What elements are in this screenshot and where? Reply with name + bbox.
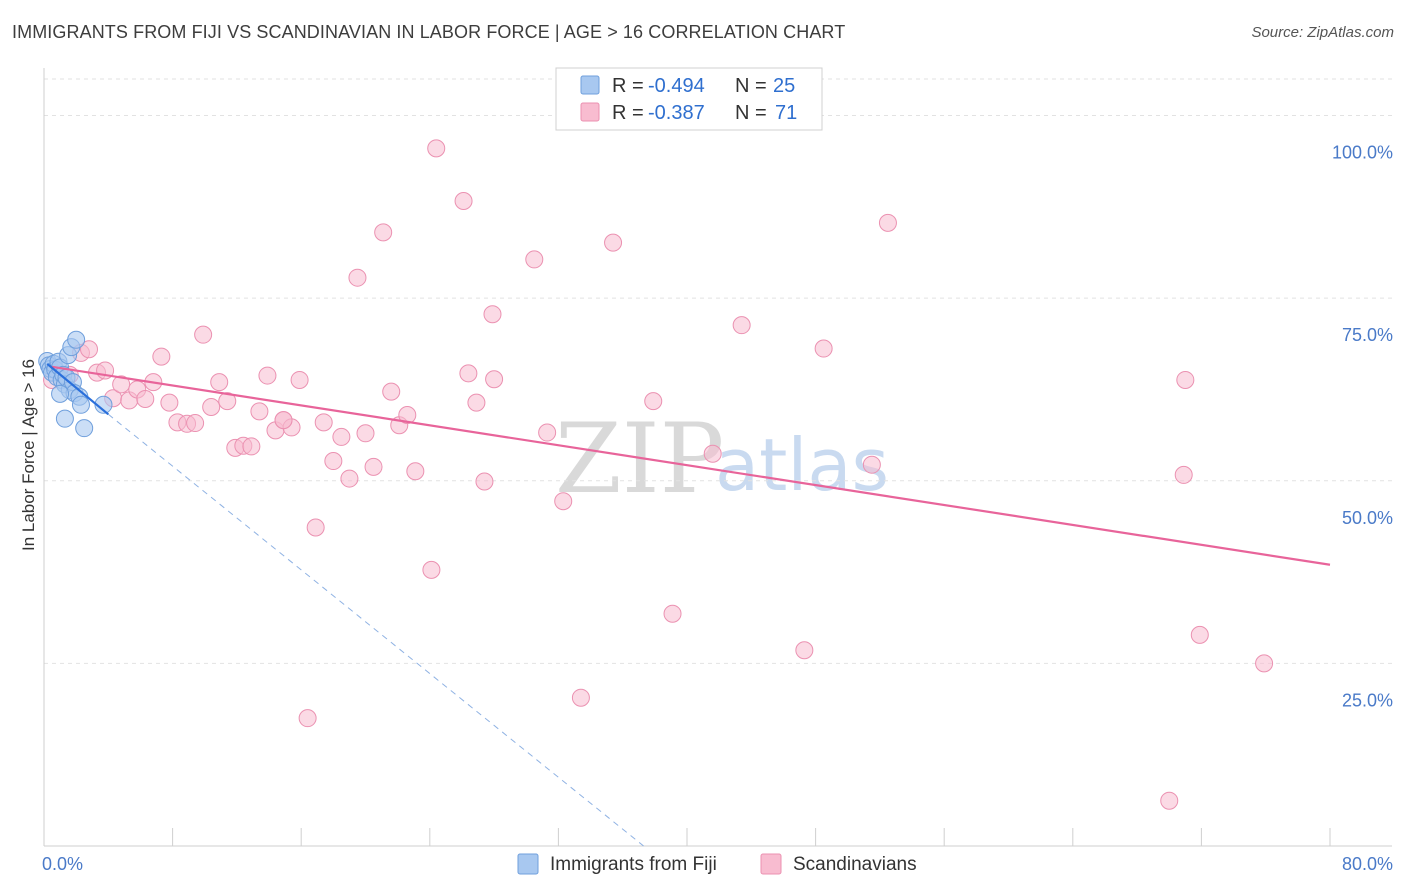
fiji-point-24 [94, 395, 113, 414]
bottom-legend-label-scandinavians: Scandinavians [793, 854, 917, 875]
scandinavian-point-25 [258, 366, 277, 385]
stats-legend-box [555, 67, 823, 131]
legend-n-value-scandinavians: 71 [775, 102, 797, 124]
scandinavian-point-3 [80, 340, 99, 359]
scandinavian-point-30 [298, 709, 317, 728]
legend-swatch-scandinavians [580, 102, 600, 122]
scandinavian-point-34 [332, 427, 351, 446]
scandinavian-point-63 [862, 455, 881, 474]
fiji-point-22 [55, 409, 74, 428]
legend-n-value-fiji: 25 [773, 75, 795, 97]
scandinavian-point-39 [374, 223, 393, 242]
stats-legend: R = -0.494 N = 25 R = -0.387 N = 71 [555, 67, 823, 131]
scandinavian-point-58 [663, 604, 682, 623]
legend-n-label-scandinavians: N = [735, 102, 767, 124]
legend-r-value-scandinavians: -0.387 [648, 102, 705, 124]
y-tick-label-25: 25.0% [1342, 690, 1393, 710]
scandinavian-point-18 [202, 397, 221, 416]
scandinavian-point-13 [160, 393, 179, 412]
scandinavian-point-40 [382, 382, 401, 401]
scandinavian-point-44 [422, 560, 441, 579]
scandinavian-point-69 [1255, 654, 1274, 673]
scandinavian-point-31 [306, 518, 325, 537]
fiji-point-23 [51, 384, 70, 403]
scandinavian-point-54 [554, 492, 573, 511]
scandinavian-trend-line [51, 365, 1331, 566]
y-tick-label-50: 50.0% [1342, 508, 1393, 528]
scandinavian-point-65 [1160, 791, 1179, 810]
scandinavian-point-17 [194, 325, 213, 344]
chart-title: IMMIGRANTS FROM FIJI VS SCANDINAVIAN IN … [12, 22, 846, 42]
scandinavian-point-56 [604, 233, 623, 252]
legend-n-label-fiji: N = [735, 75, 767, 97]
scandinavian-point-46 [454, 191, 473, 210]
bottom-legend-swatch-fiji [517, 853, 539, 875]
scandinavian-point-61 [795, 641, 814, 660]
scandinavian-point-48 [467, 393, 486, 412]
fiji-point-20 [71, 395, 90, 414]
scandinavian-point-32 [314, 413, 333, 432]
scandinavian-point-16 [186, 414, 205, 433]
scandinavian-point-38 [364, 457, 383, 476]
scandinavian-point-66 [1174, 465, 1193, 484]
scandinavian-point-24 [250, 402, 269, 421]
bottom-legend-label-fiji: Immigrants from Fiji [550, 854, 717, 875]
scandinavian-point-59 [703, 444, 722, 463]
scandinavian-point-43 [406, 462, 425, 481]
fiji-trend-extension [107, 413, 644, 847]
legend-r-label-scandinavians: R = [612, 102, 644, 124]
watermark-zip: ZIP [555, 403, 724, 515]
scandinavian-point-35 [340, 469, 359, 488]
scandinavian-point-53 [538, 423, 557, 442]
scandinavian-point-51 [485, 370, 504, 389]
source-label: Source: ZipAtlas.com [1251, 24, 1394, 41]
axes [43, 68, 1392, 847]
scandinavian-point-33 [324, 452, 343, 471]
scandinavian-point-7 [112, 375, 131, 394]
fiji-trend-line [46, 363, 110, 416]
bottom-legend-swatch-scandinavians [760, 853, 782, 875]
series-scandinavians [43, 139, 1274, 810]
legend-r-label-fiji: R = [612, 75, 644, 97]
y-tick-labels: 25.0% 50.0% 75.0% 100.0% [1332, 143, 1393, 711]
legend-r-value-fiji: -0.494 [648, 75, 705, 97]
scandinavian-point-52 [525, 250, 544, 269]
y-axis-label: In Labor Force | Age > 16 [19, 359, 38, 551]
scandinavian-point-60 [732, 316, 751, 335]
scandinavian-point-57 [644, 392, 663, 411]
scandinavian-point-12 [152, 347, 171, 366]
series-legend: Immigrants from Fiji Scandinavians [517, 853, 917, 875]
scandinavian-point-45 [427, 139, 446, 158]
trend-lines [46, 363, 1331, 847]
scandinavian-point-67 [1176, 370, 1195, 389]
fiji-point-18 [67, 330, 86, 349]
scandinavian-point-47 [459, 364, 478, 383]
y-tick-label-100: 100.0% [1332, 143, 1393, 163]
scandinavian-point-50 [483, 305, 502, 324]
scandinavian-point-36 [348, 268, 367, 287]
scandinavian-point-55 [571, 688, 590, 707]
scandinavian-point-49 [475, 472, 494, 491]
scandinavian-point-20 [218, 392, 237, 411]
scandinavian-point-62 [814, 339, 833, 358]
scandinavian-point-37 [356, 424, 375, 443]
scandinavian-point-68 [1190, 625, 1209, 644]
x-tick-label-max: 80.0% [1342, 854, 1393, 874]
scandinavian-point-70 [274, 411, 293, 430]
scandinavian-point-19 [210, 373, 229, 392]
x-tick-label-min: 0.0% [42, 854, 83, 874]
scandinavian-point-29 [290, 370, 309, 389]
y-tick-label-75: 75.0% [1342, 325, 1393, 345]
fiji-point-21 [75, 419, 94, 438]
scandinavian-point-10 [136, 389, 155, 408]
scandinavian-point-42 [398, 406, 417, 425]
scandinavian-point-64 [878, 213, 897, 232]
scandinavian-point-23 [242, 437, 261, 456]
gridlines [44, 78, 1392, 664]
legend-swatch-fiji [580, 75, 600, 95]
